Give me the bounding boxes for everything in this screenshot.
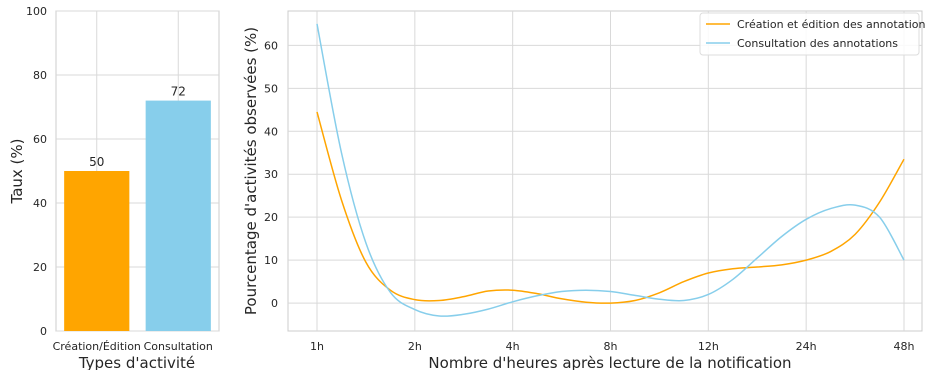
legend-label-consultation: Consultation des annotations bbox=[737, 37, 898, 50]
bar-y-tick-label: 20 bbox=[33, 261, 47, 274]
line-chart-y-ticks: 0 10 20 30 40 50 60 bbox=[264, 39, 278, 310]
line-chart-grid bbox=[288, 11, 922, 331]
bar-y-tick-label: 40 bbox=[33, 197, 47, 210]
line-x-tick-label: 48h bbox=[894, 340, 915, 353]
line-y-tick-label: 10 bbox=[264, 254, 278, 267]
bar-chart-bars bbox=[64, 100, 211, 331]
line-y-tick-label: 30 bbox=[264, 168, 278, 181]
bar-y-tick-label: 60 bbox=[33, 133, 47, 146]
bar-data-label: 72 bbox=[171, 85, 186, 99]
legend-label-creation: Création et édition des annotations bbox=[737, 18, 925, 31]
line-chart-y-axis-title: Pourcentage d'activités observées (%) bbox=[242, 27, 260, 315]
series-line-creation bbox=[316, 111, 905, 304]
line-y-tick-label: 20 bbox=[264, 211, 278, 224]
bar-chart-x-ticks: Création/Édition Consultation bbox=[53, 340, 213, 353]
line-chart-series bbox=[316, 23, 905, 317]
bar-y-tick-label: 100 bbox=[26, 5, 47, 18]
line-x-tick-label: 12h bbox=[698, 340, 719, 353]
bar-creation-edition bbox=[64, 171, 130, 331]
line-x-tick-label: 8h bbox=[604, 340, 618, 353]
line-chart-x-axis-title: Nombre d'heures après lecture de la noti… bbox=[428, 354, 791, 370]
bar-chart-data-labels: 50 72 bbox=[89, 85, 186, 169]
bar-chart-y-ticks: 0 20 40 60 80 100 bbox=[26, 5, 47, 338]
bar-x-tick-label: Consultation bbox=[144, 340, 213, 353]
legend-box bbox=[699, 12, 920, 56]
line-chart-legend: Création et édition des annotations Cons… bbox=[699, 12, 925, 56]
line-y-tick-label: 60 bbox=[264, 39, 278, 52]
line-y-tick-label: 0 bbox=[271, 297, 278, 310]
bar-data-label: 50 bbox=[89, 155, 104, 169]
bar-y-tick-label: 0 bbox=[40, 325, 47, 338]
line-x-tick-label: 1h bbox=[310, 340, 324, 353]
line-x-tick-label: 2h bbox=[408, 340, 422, 353]
series-line-consultation bbox=[316, 23, 905, 317]
line-y-tick-label: 50 bbox=[264, 82, 278, 95]
line-x-tick-label: 24h bbox=[796, 340, 817, 353]
line-chart-panel: 0 10 20 30 40 50 60 1h 2h 4h 8h 12h 24h 48h Pourcent… bbox=[242, 10, 925, 372]
line-chart-plot-area bbox=[287, 10, 923, 332]
bar-chart-y-axis-title: Taux (%) bbox=[8, 139, 26, 205]
bar-consultation bbox=[145, 100, 211, 331]
bar-y-tick-label: 80 bbox=[33, 69, 47, 82]
bar-x-tick-label: Création/Édition bbox=[53, 340, 141, 353]
line-chart-x-ticks: 1h 2h 4h 8h 12h 24h 48h bbox=[310, 340, 915, 353]
line-y-tick-label: 40 bbox=[264, 125, 278, 138]
bar-chart-panel: 0 20 40 60 80 100 50 72 Création/Édition Consul… bbox=[8, 5, 220, 372]
line-x-tick-label: 4h bbox=[506, 340, 520, 353]
bar-chart-x-axis-title: Types d'activité bbox=[78, 354, 195, 370]
